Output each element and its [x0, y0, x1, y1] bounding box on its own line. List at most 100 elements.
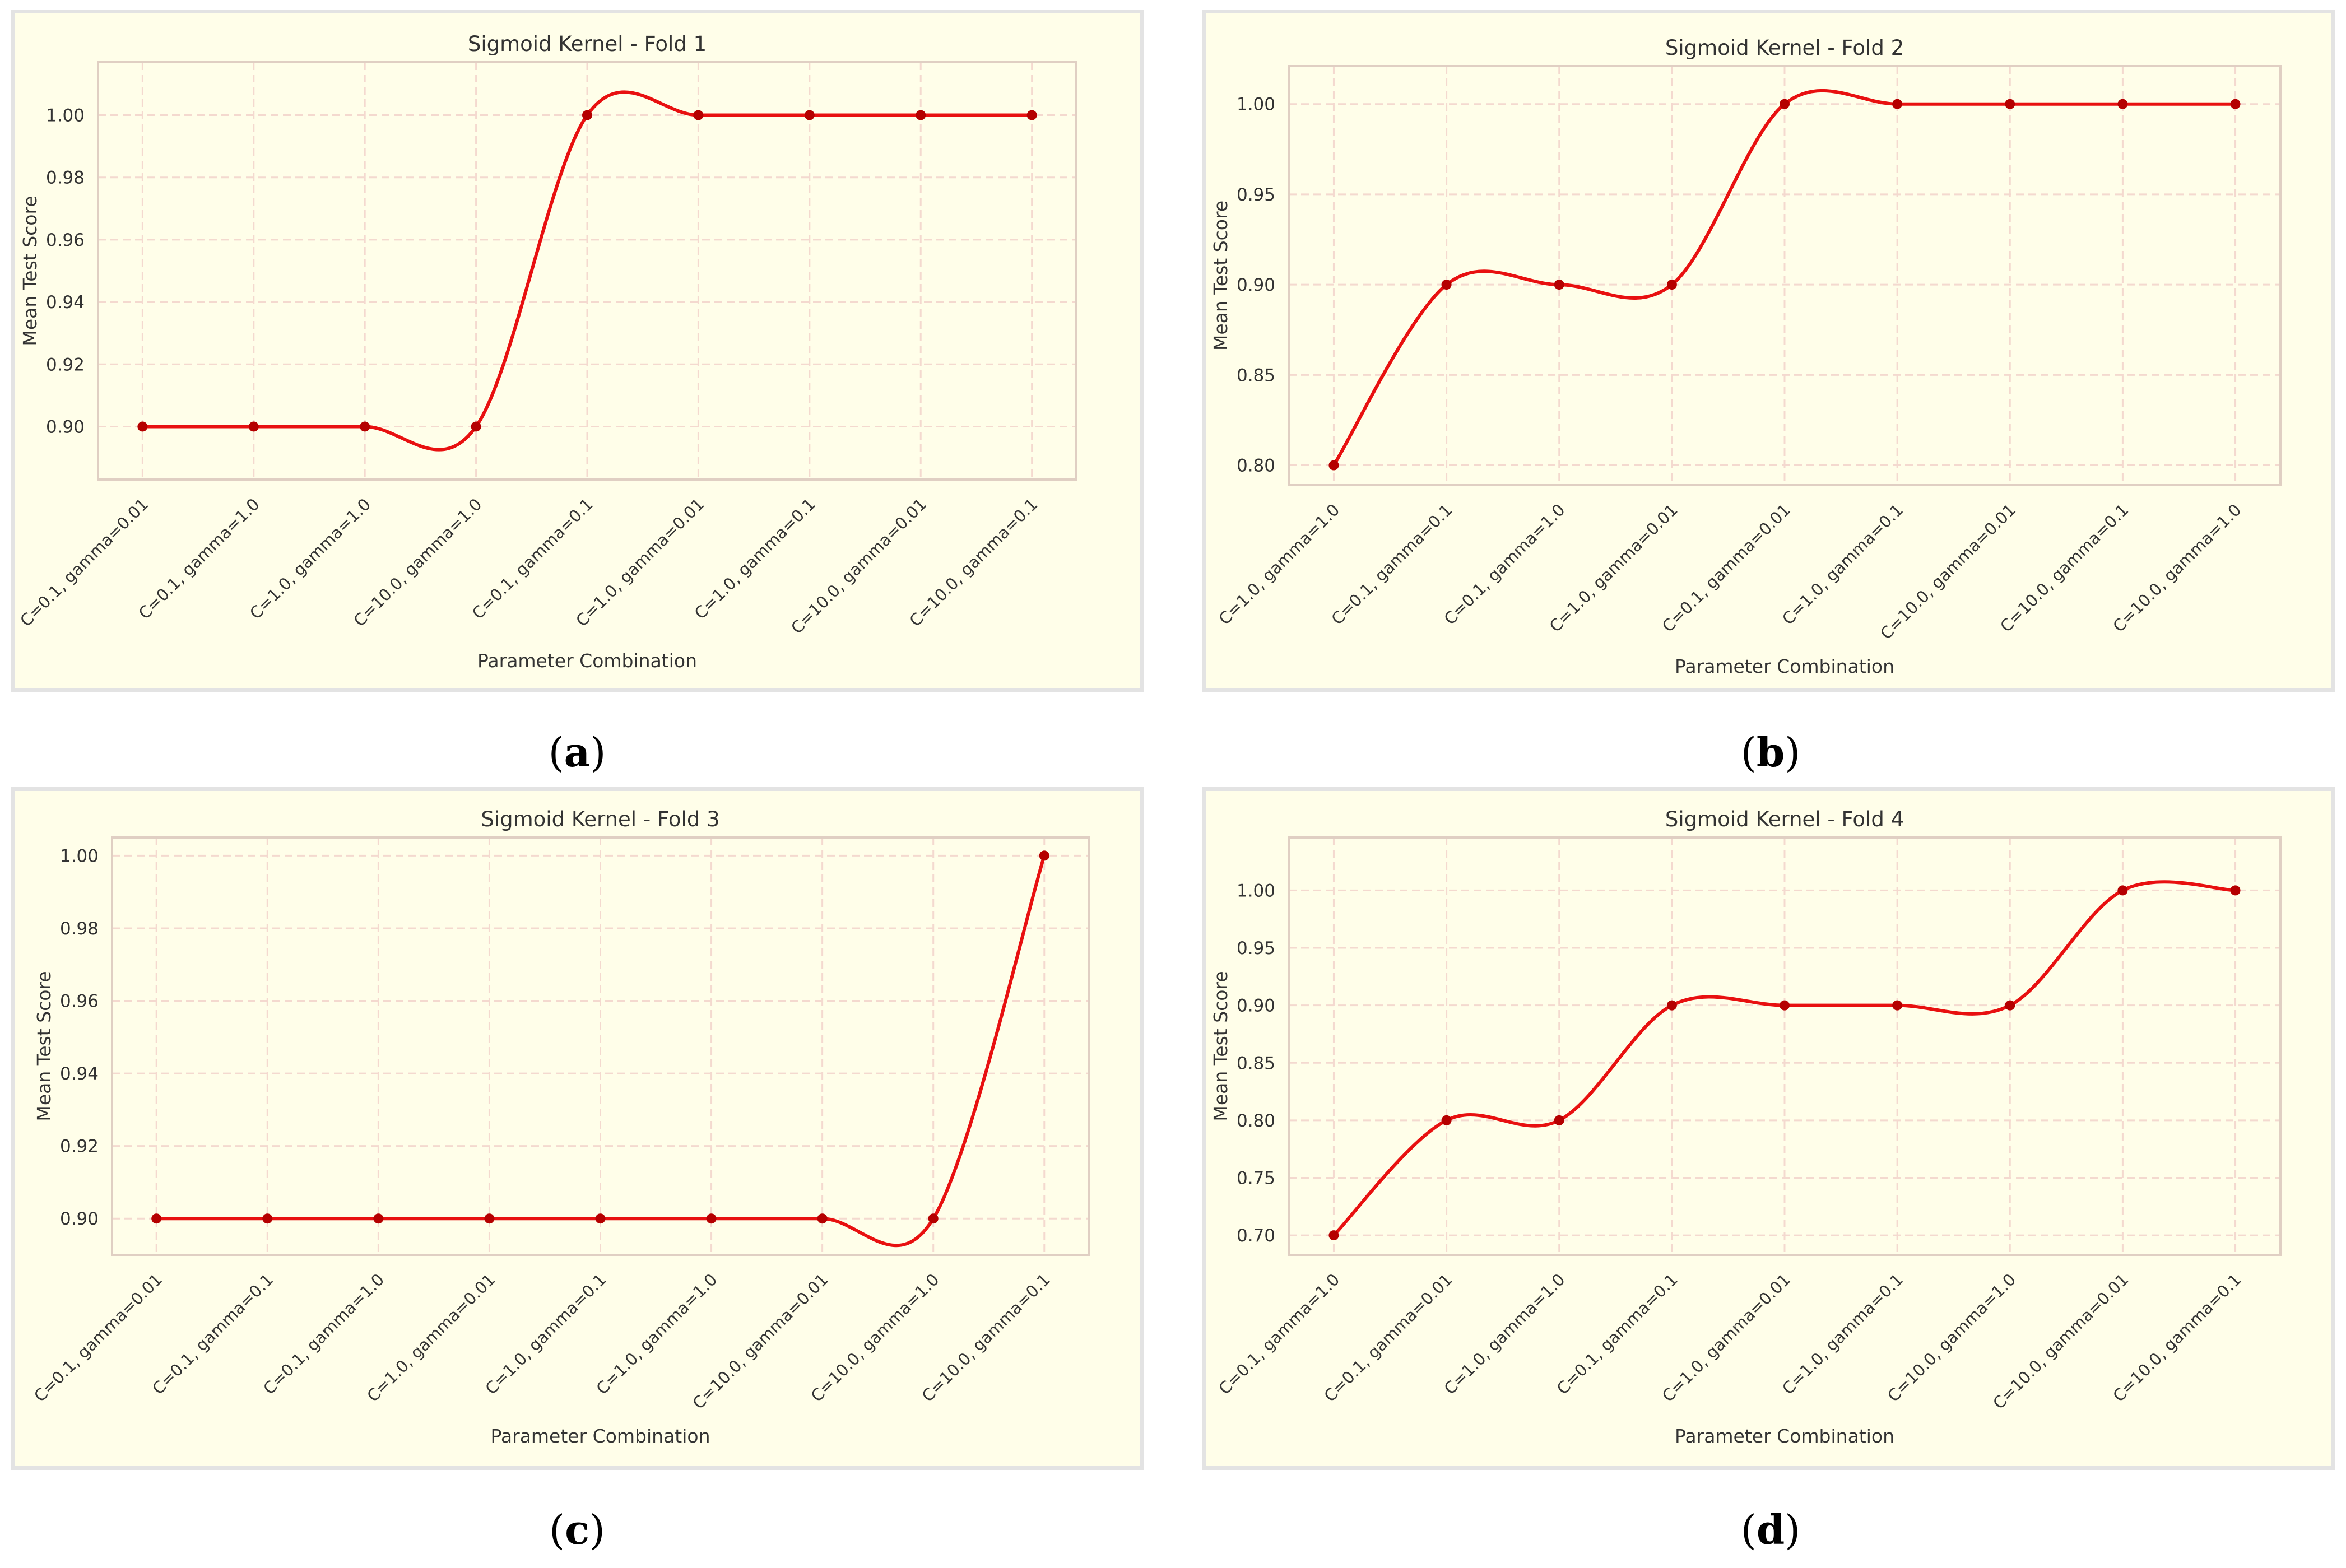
data-point [1328, 1230, 1339, 1241]
y-tick-label: 0.96 [60, 992, 99, 1012]
data-point [817, 1213, 828, 1224]
data-point [2117, 99, 2128, 109]
y-tick-label: 0.80 [1237, 1111, 1275, 1131]
x-tick-label: C=0.1, gamma=0.01 [16, 495, 152, 630]
data-point [706, 1213, 717, 1224]
caption-d: (d) [1740, 1506, 1801, 1553]
data-point [1892, 99, 1903, 109]
data-point [1039, 850, 1049, 861]
chart-panel-fold-3: Sigmoid Kernel - Fold 3 Mean Test Score 0.… [11, 787, 1144, 1470]
data-point [1441, 280, 1452, 290]
data-point [2230, 99, 2241, 109]
x-tick-label: C=1.0, gamma=0.1 [691, 495, 819, 623]
caption-b: (b) [1740, 728, 1801, 776]
x-tick-label: C=0.1, gamma=1.0 [259, 1270, 388, 1398]
x-axis-label: Parameter Combination [1675, 1425, 1894, 1447]
y-tick-label: 0.90 [60, 1209, 99, 1229]
x-tick-label: C=0.1, gamma=0.1 [1327, 500, 1456, 629]
series-line [156, 855, 1046, 1248]
series-line [1332, 89, 2236, 467]
data-point [2230, 885, 2241, 896]
x-tick-label: C=1.0, gamma=0.01 [1659, 1270, 1794, 1406]
x-tick-label: C=1.0, gamma=0.1 [1778, 1270, 1907, 1398]
x-tick-label: C=0.1, gamma=0.1 [1553, 1270, 1681, 1398]
x-tick-label: C=1.0, gamma=0.1 [1778, 500, 1907, 629]
x-tick-label: C=10.0, gamma=0.1 [918, 1270, 1054, 1406]
x-tick-label: C=1.0, gamma=1.0 [1215, 500, 1343, 629]
caption-letter-d: d [1756, 1506, 1785, 1553]
data-point [1666, 280, 1677, 290]
y-axis-label: Mean Test Score [33, 971, 55, 1121]
series-line [1332, 880, 2236, 1237]
x-tick-label: C=10.0, gamma=1.0 [807, 1270, 943, 1406]
y-tick-label: 0.80 [1237, 456, 1275, 476]
x-axis-label: Parameter Combination [477, 650, 697, 672]
y-tick-label: 0.85 [1237, 1053, 1275, 1073]
axes-frame [111, 836, 1090, 1256]
chart-title: Sigmoid Kernel - Fold 1 [468, 32, 707, 56]
y-tick-label: 0.75 [1237, 1168, 1275, 1188]
y-tick-label: 0.98 [46, 168, 85, 188]
grid-lines [1289, 66, 2280, 485]
data-point [693, 110, 704, 120]
x-tick-label: C=10.0, gamma=1.0 [2109, 500, 2245, 636]
data-point [262, 1213, 273, 1224]
chart-title: Sigmoid Kernel - Fold 3 [481, 807, 719, 831]
y-tick-label: 0.95 [1237, 938, 1275, 959]
x-tick-label: C=0.1, gamma=0.01 [1659, 500, 1794, 636]
data-point [2005, 99, 2015, 109]
data-point [595, 1213, 606, 1224]
data-point [928, 1213, 939, 1224]
data-point [1441, 1115, 1452, 1125]
data-point [2117, 885, 2128, 896]
x-tick-label: C=0.1, gamma=1.0 [1215, 1270, 1343, 1398]
data-point [916, 110, 926, 120]
x-tick-label: C=0.1, gamma=0.1 [468, 495, 597, 623]
grid-lines [112, 837, 1089, 1255]
data-point [1780, 1000, 1790, 1011]
y-tick-label: 0.94 [46, 292, 85, 313]
data-point [248, 421, 259, 432]
y-axis-label: Mean Test Score [19, 196, 41, 346]
x-tick-label: C=10.0, gamma=1.0 [350, 495, 485, 630]
caption-c: (c) [549, 1506, 606, 1553]
data-point [1554, 280, 1564, 290]
data-point [151, 1213, 162, 1224]
data-point [1666, 1000, 1677, 1011]
x-tick-label: C=10.0, gamma=0.1 [905, 495, 1041, 630]
data-point [484, 1213, 495, 1224]
y-tick-label: 0.98 [60, 919, 99, 939]
chart-panel-fold-1: Sigmoid Kernel - Fold 1 Mean Test Score 0.… [11, 10, 1144, 692]
y-tick-label: 0.90 [1237, 275, 1275, 295]
x-tick-label: C=0.1, gamma=1.0 [135, 495, 263, 623]
x-tick-label: C=0.1, gamma=0.01 [30, 1270, 166, 1406]
y-tick-label: 1.00 [1237, 95, 1275, 115]
x-tick-label: C=1.0, gamma=1.0 [592, 1270, 721, 1398]
y-axis-label: Mean Test Score [1210, 971, 1232, 1121]
grid-lines [1289, 837, 2280, 1255]
caption-letter-b: b [1756, 728, 1785, 776]
data-point [471, 421, 481, 432]
y-tick-label: 0.92 [60, 1137, 99, 1157]
data-point [2005, 1000, 2015, 1011]
x-tick-label: C=0.1, gamma=0.01 [1320, 1270, 1456, 1406]
grid-lines [98, 62, 1076, 480]
chart-title: Sigmoid Kernel - Fold 4 [1665, 807, 1904, 831]
x-axis-label: Parameter Combination [490, 1425, 710, 1447]
x-tick-label: C=0.1, gamma=0.1 [148, 1270, 277, 1398]
chart-title: Sigmoid Kernel - Fold 2 [1665, 36, 1904, 60]
y-tick-label: 0.70 [1237, 1226, 1275, 1246]
y-axis-label: Mean Test Score [1210, 201, 1232, 351]
data-point [804, 110, 815, 120]
chart-panel-fold-2: Sigmoid Kernel - Fold 2 Mean Test Score 0.… [1202, 10, 2335, 692]
y-tick-label: 0.96 [46, 230, 85, 250]
x-tick-label: C=1.0, gamma=1.0 [246, 495, 374, 623]
data-point [1026, 110, 1037, 120]
y-tick-label: 0.90 [1237, 996, 1275, 1016]
y-tick-label: 1.00 [1237, 881, 1275, 901]
y-tick-label: 0.94 [60, 1064, 99, 1084]
x-tick-label: C=10.0, gamma=0.1 [1996, 500, 2132, 636]
